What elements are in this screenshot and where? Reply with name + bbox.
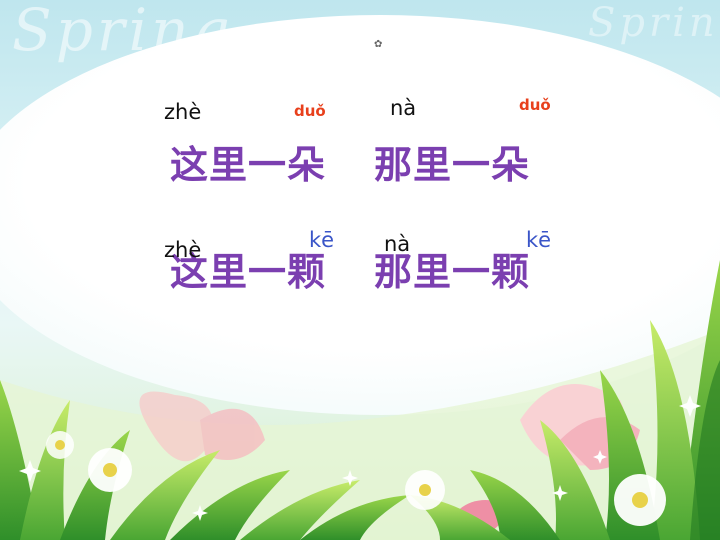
pinyin-na-row1: nà xyxy=(390,96,417,120)
small-butterfly-icon: ✿ xyxy=(374,39,383,50)
sparkles-icon xyxy=(19,395,701,521)
grass-left-icon xyxy=(0,380,410,540)
spring-watermark-left: Spring xyxy=(12,0,234,64)
pinyin-duo-row1-left: duǒ xyxy=(294,102,326,120)
daisy-left-icon xyxy=(88,448,132,492)
spring-watermark-right: Spring xyxy=(588,0,720,46)
pinyin-ke-row2-left: kē xyxy=(309,228,335,252)
daisy-left-small-icon xyxy=(46,431,74,459)
phrase-nali-yiduo: 那里一朵 xyxy=(374,143,531,187)
grass-right-icon xyxy=(410,260,720,540)
daisy-right-icon xyxy=(614,474,666,526)
pinyin-zhe-row2: zhè xyxy=(164,238,202,262)
white-oval xyxy=(0,15,720,415)
pinyin-ke-row2-right: kē xyxy=(526,228,552,252)
pinyin-duo-row1-right: duǒ xyxy=(519,96,551,114)
daisy-center-icon xyxy=(405,470,445,510)
pink-lily-left-icon xyxy=(139,391,265,462)
phrase-nali-yike: 那里一颗 xyxy=(374,250,531,294)
pinyin-na-row2: nà xyxy=(384,232,411,256)
pinyin-zhe-row1: zhè xyxy=(164,100,202,124)
phrase-zheli-yiduo: 这里一朵 xyxy=(170,143,327,187)
phrase-zheli-yike: 这里一颗 xyxy=(170,250,327,294)
